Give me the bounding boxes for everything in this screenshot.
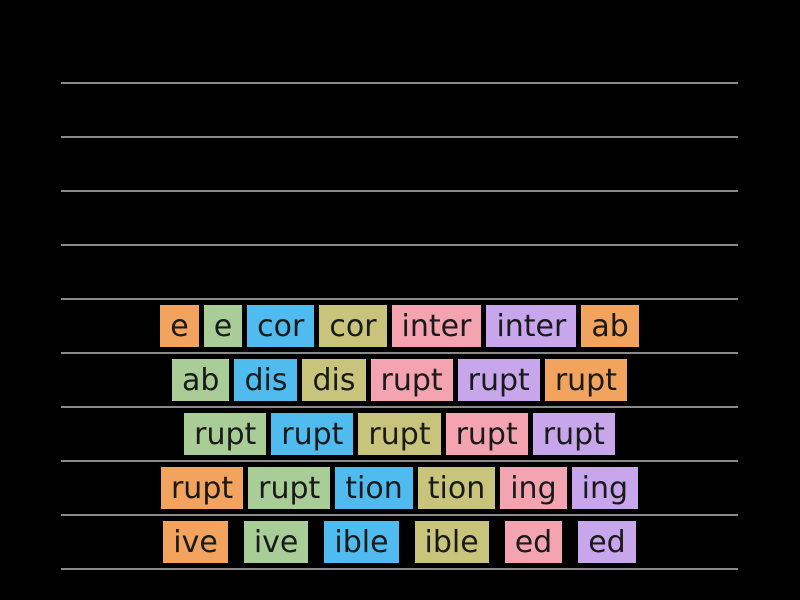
word-tile-ible[interactable]: ible <box>414 521 489 563</box>
word-tile-ab[interactable]: ab <box>172 359 230 401</box>
tile-row-1: e e cor cor inter inter ab <box>61 305 738 347</box>
ruled-line <box>61 190 738 192</box>
word-tile-ed[interactable]: ed <box>578 521 636 563</box>
tile-row-3: rupt rupt rupt rupt rupt <box>61 413 738 455</box>
word-tile-rupt[interactable]: rupt <box>184 413 267 455</box>
word-tile-ed[interactable]: ed <box>504 521 563 563</box>
ruled-line <box>61 244 738 246</box>
word-tile-rupt[interactable]: rupt <box>445 413 528 455</box>
word-tile-e[interactable]: e <box>160 305 199 347</box>
word-tile-rupt[interactable]: rupt <box>248 467 331 509</box>
word-tile-ing[interactable]: ing <box>500 467 567 509</box>
ruled-line <box>61 514 738 516</box>
word-tile-ab[interactable]: ab <box>581 305 639 347</box>
word-tile-rupt[interactable]: rupt <box>457 359 540 401</box>
word-tile-tion[interactable]: tion <box>335 467 413 509</box>
word-tile-cor[interactable]: cor <box>247 305 315 347</box>
tile-row-5: ive ive ible ible ed ed <box>61 521 738 563</box>
tile-row-2: ab dis dis rupt rupt rupt <box>61 359 738 401</box>
word-tile-rupt[interactable]: rupt <box>160 467 244 509</box>
ruled-line <box>61 352 738 354</box>
ruled-line <box>61 460 738 462</box>
tile-row-4: rupt rupt tion tion ing ing <box>61 467 738 509</box>
word-tile-rupt[interactable]: rupt <box>532 413 615 455</box>
word-tile-inter[interactable]: inter <box>391 305 482 347</box>
ruled-line <box>61 568 738 570</box>
word-tile-ive[interactable]: ive <box>163 521 228 563</box>
word-tile-ing[interactable]: ing <box>571 467 639 509</box>
word-tile-rupt[interactable]: rupt <box>271 413 354 455</box>
word-tile-ive[interactable]: ive <box>243 521 309 563</box>
word-tile-rupt[interactable]: rupt <box>544 359 627 401</box>
word-tile-dis[interactable]: dis <box>302 359 366 401</box>
word-tile-tion[interactable]: tion <box>417 467 496 509</box>
word-tile-rupt[interactable]: rupt <box>358 413 441 455</box>
word-tile-dis[interactable]: dis <box>234 359 298 401</box>
word-tile-e[interactable]: e <box>203 305 243 347</box>
word-tile-cor[interactable]: cor <box>319 305 387 347</box>
word-tile-ible[interactable]: ible <box>324 521 399 563</box>
ruled-line <box>61 82 738 84</box>
ruled-line <box>61 298 738 300</box>
ruled-line <box>61 136 738 138</box>
word-tile-rupt[interactable]: rupt <box>370 359 453 401</box>
ruled-line <box>61 406 738 408</box>
word-tile-inter[interactable]: inter <box>486 305 577 347</box>
